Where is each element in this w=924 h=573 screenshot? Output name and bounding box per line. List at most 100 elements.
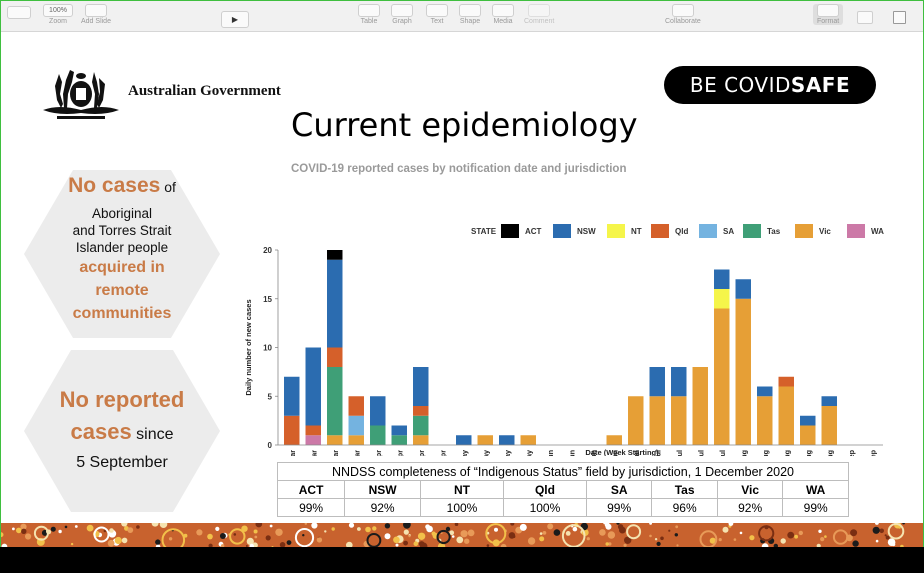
comment-button[interactable]: Comment [524, 4, 554, 25]
bar-vic-29-jun [628, 396, 644, 445]
table-label: Table [360, 18, 378, 25]
bar-vic-24-aug [800, 425, 816, 445]
text-label: Text [430, 18, 444, 25]
bar-tas-06-apr [370, 425, 386, 445]
x-tick-label: 13 Apr [395, 450, 404, 456]
hex2-line3: 5 September [76, 454, 168, 471]
add-slide-button[interactable]: Add Slide [81, 4, 111, 25]
format-icon [817, 4, 840, 17]
bar-wa-16-mar [305, 435, 321, 445]
bar-nsw-31-aug [821, 396, 837, 406]
bar-nsw-16-mar [305, 347, 321, 426]
zoom-control[interactable]: 100% Zoom [43, 4, 73, 25]
completeness-header-sa: SA [585, 480, 653, 499]
media-button[interactable]: Media [492, 4, 514, 25]
table-icon [358, 4, 380, 17]
slide-title: Current epidemiology [291, 106, 638, 144]
bar-nsw-18-may [499, 435, 515, 445]
collaborate-icon [671, 4, 694, 17]
bar-vic-20-jul [692, 367, 708, 445]
x-tick-label: 08 Jun [567, 450, 576, 456]
bar-vic-31-aug [821, 406, 837, 445]
add-slide-icon [84, 4, 107, 17]
bar-vic-13-jul [671, 396, 687, 445]
x-tick-label: 23 Mar [331, 450, 340, 456]
hex1-no-cases: No cases [68, 174, 161, 197]
zoom-label: Zoom [49, 18, 67, 25]
table-button[interactable]: Table [358, 4, 380, 25]
bar-qld-09-mar [284, 415, 300, 445]
graph-button[interactable]: Graph [391, 4, 413, 25]
x-tick-label: 16 Mar [309, 450, 318, 456]
bar-qld-20-apr [413, 406, 429, 416]
y-tick-label-0: 0 [268, 441, 273, 450]
document-icon [893, 11, 906, 24]
collaborate-button[interactable]: Collaborate [665, 4, 701, 25]
x-tick-label: 20 Jul [696, 450, 705, 456]
bar-vic-30-mar [348, 435, 364, 445]
chart-subtitle: COVID-19 reported cases by notification … [291, 163, 627, 175]
bar-vic-23-mar [327, 435, 343, 445]
x-tick-label: 15 Jun [589, 450, 598, 456]
animate-button[interactable] [857, 11, 873, 24]
legend-swatch-wa [847, 224, 865, 238]
completeness-value-nt: 100% [420, 498, 504, 517]
document-button[interactable] [893, 11, 906, 24]
bar-nsw-06-apr [370, 396, 386, 426]
x-tick-label: 18 May [503, 450, 512, 456]
legend-swatch-qld [651, 224, 669, 238]
zoom-value[interactable]: 100% [43, 4, 73, 17]
shape-button[interactable]: Shape [459, 4, 481, 25]
y-tick-label-5: 5 [268, 392, 273, 401]
bar-nsw-10-aug [757, 386, 773, 397]
legend-swatch-nt [607, 224, 625, 238]
bar-nsw-23-mar [327, 259, 343, 348]
x-axis: 09 Mar 16 Mar 23 Mar 30 Mar 06 Apr 13 Apr 20 A… [278, 444, 883, 456]
completeness-value-qld: 100% [502, 498, 587, 517]
view-toggle[interactable] [7, 6, 31, 19]
app-toolbar: 100% Zoom Add Slide ▶ Table Graph Text S… [1, 1, 923, 32]
add-slide-label: Add Slide [81, 18, 111, 25]
format-button[interactable]: Format [813, 4, 844, 25]
bar-nsw-27-jul [714, 269, 730, 289]
govt-wordmark: Australian Government [128, 83, 281, 99]
hex1-text: No cases of Aboriginal and Torres Strait… [31, 172, 213, 325]
text-button[interactable]: Text [426, 4, 448, 25]
bar-nsw-09-mar [284, 376, 300, 416]
hex1-of: of [160, 179, 176, 195]
legend-label-wa: WA [871, 227, 884, 236]
slide-canvas[interactable]: Australian Government BE COVIDSAFE Curre… [1, 32, 923, 547]
completeness-value-nsw: 92% [344, 498, 422, 517]
x-tick-label: 27 Jul [718, 450, 727, 456]
x-tick-label: 14 Sep [868, 449, 877, 456]
legend-label-vic: Vic [819, 227, 831, 236]
media-label: Media [493, 18, 513, 25]
y-axis: 0 5 10 15 20 Daily number of new cases [244, 246, 279, 450]
hexagon-bg-1 [24, 170, 220, 338]
x-tick-label: 31 Aug [825, 450, 834, 456]
x-axis-label: Date (Week Starting) [585, 448, 659, 456]
completeness-header-vic: Vic [716, 480, 784, 499]
graph-icon [391, 4, 413, 17]
x-tick-label: 30 Mar [352, 450, 361, 456]
comment-label: Comment [524, 18, 555, 25]
bar-vic-06-jul [649, 396, 665, 445]
bar-sa-30-mar [348, 415, 364, 436]
bar-qld-23-mar [327, 347, 343, 367]
hex2-line1: No reported [59, 387, 185, 412]
completeness-value-vic: 92% [716, 498, 784, 517]
x-tick-label: 09 Mar [288, 450, 297, 456]
completeness-value-sa: 99% [585, 498, 653, 517]
play-button[interactable]: ▶ [221, 11, 249, 28]
hex1-line6: remote [95, 282, 149, 299]
legend-swatch-tas [743, 224, 761, 238]
bar-tas-23-mar [327, 367, 343, 436]
legend-title: STATE [471, 227, 497, 236]
hex2-text: No reported cases since 5 September [31, 384, 213, 475]
legend-label-nt: NT [631, 227, 642, 236]
collaborate-label: Collaborate [665, 18, 701, 25]
aboriginal-art-banner [1, 523, 923, 547]
completeness-header-nt: NT [420, 480, 504, 499]
animate-icon [857, 11, 873, 24]
bar-nsw-20-apr [413, 367, 429, 406]
